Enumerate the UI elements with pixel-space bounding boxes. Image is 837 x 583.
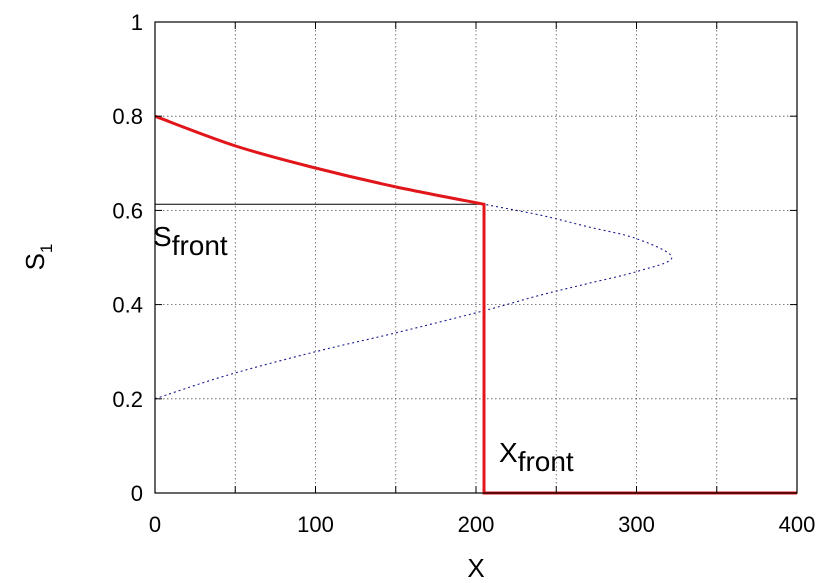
y-axis-title-base: S [20, 253, 50, 270]
x-front-base: X [499, 437, 518, 468]
grid [155, 22, 797, 493]
y-tick-label: 0 [131, 481, 143, 506]
y-axis-title: S1 [20, 244, 56, 271]
x-axis-title: X [467, 553, 484, 583]
s-front-annotation: Sfront [153, 221, 228, 261]
y-tick-label: 0.4 [112, 293, 143, 318]
y-tick-label: 0.8 [112, 104, 143, 129]
x-tick-label: 0 [149, 512, 161, 537]
x-tick-label: 200 [458, 512, 495, 537]
unstable-branch-curve [154, 203, 673, 400]
y-axis-title-sub: 1 [37, 244, 56, 253]
s-front-base: S [153, 221, 172, 252]
x-front-annotation: Xfront [499, 437, 574, 477]
ticks [154, 21, 798, 494]
y-tick-label: 0.6 [112, 198, 143, 223]
series-group [154, 114, 797, 495]
x-tick-label: 300 [618, 512, 655, 537]
x-front-sub: front [518, 446, 574, 477]
y-tick-label: 0.2 [112, 387, 143, 412]
x-tick-label: 100 [297, 512, 334, 537]
tick-labels: 0 100 200 300 400 0 0.2 0.4 0.6 0.8 1 [112, 10, 815, 537]
x-tick-label: 400 [779, 512, 816, 537]
saturation-profile-line [154, 114, 797, 495]
y-tick-label: 1 [131, 10, 143, 35]
s-front-sub: front [172, 230, 228, 261]
